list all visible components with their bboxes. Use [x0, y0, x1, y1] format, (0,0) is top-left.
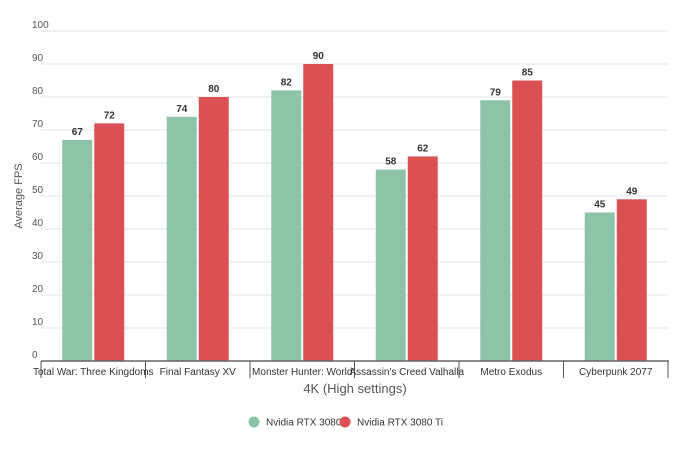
data-label: 49	[626, 186, 638, 197]
data-label: 80	[208, 84, 220, 95]
data-label: 45	[594, 200, 606, 211]
bar	[584, 212, 615, 361]
y-axis-ticks: 0 10 20 30 40 50 60 70 80 90 100	[32, 20, 49, 361]
y-tick-label: 40	[32, 218, 44, 229]
x-tick-label: Monster Hunter: World	[252, 367, 352, 378]
data-label: 85	[522, 68, 534, 79]
y-tick-label: 0	[32, 350, 38, 361]
x-tick-label: Metro Exodus	[480, 367, 542, 378]
y-axis-label: Average FPS	[13, 163, 25, 228]
y-tick-label: 60	[32, 152, 44, 163]
bar	[616, 199, 647, 361]
x-tick-label: Total War: Three Kingdoms	[33, 367, 154, 378]
x-tick-label: Final Fantasy XV	[160, 367, 236, 378]
bar	[94, 123, 125, 362]
legend-swatch	[339, 416, 351, 428]
bar	[512, 80, 543, 361]
y-tick-label: 80	[32, 86, 44, 97]
y-tick-label: 90	[32, 53, 44, 64]
data-label: 79	[490, 87, 502, 98]
data-label: 74	[176, 104, 188, 115]
bar	[407, 156, 438, 361]
x-axis: Total War: Three Kingdoms Final Fantasy X…	[33, 360, 669, 378]
bar	[375, 169, 406, 361]
y-tick-label: 70	[32, 119, 44, 130]
legend-label: Nvidia RTX 3080 Ti	[357, 418, 443, 429]
legend-label: Nvidia RTX 3080	[266, 418, 342, 429]
y-tick-label: 100	[32, 20, 49, 31]
y-tick-label: 10	[32, 317, 44, 328]
gridlines	[41, 30, 668, 329]
y-tick-label: 20	[32, 284, 44, 295]
bar	[271, 90, 302, 362]
x-tick-label: Cyberpunk 2077	[579, 367, 653, 378]
y-tick-label: 30	[32, 251, 44, 262]
bar	[198, 97, 229, 361]
x-tick-label: Assassin's Creed Valhalla	[349, 367, 464, 378]
bar	[62, 139, 93, 361]
legend: Nvidia RTX 3080 Nvidia RTX 3080 Ti	[248, 416, 443, 429]
bar	[480, 100, 511, 362]
data-label: 67	[72, 127, 84, 138]
x-axis-label: 4K (High settings)	[303, 381, 406, 396]
bars: 67 72 74 80 82 90 58 62 79 85 45 49	[62, 51, 647, 362]
bar	[303, 64, 334, 361]
bar	[166, 116, 197, 361]
data-label: 82	[281, 77, 293, 88]
legend-swatch	[248, 416, 260, 428]
data-label: 58	[385, 157, 397, 168]
data-label: 62	[417, 143, 429, 154]
data-label: 72	[104, 110, 116, 121]
y-tick-label: 50	[32, 185, 44, 196]
data-label: 90	[313, 51, 325, 62]
